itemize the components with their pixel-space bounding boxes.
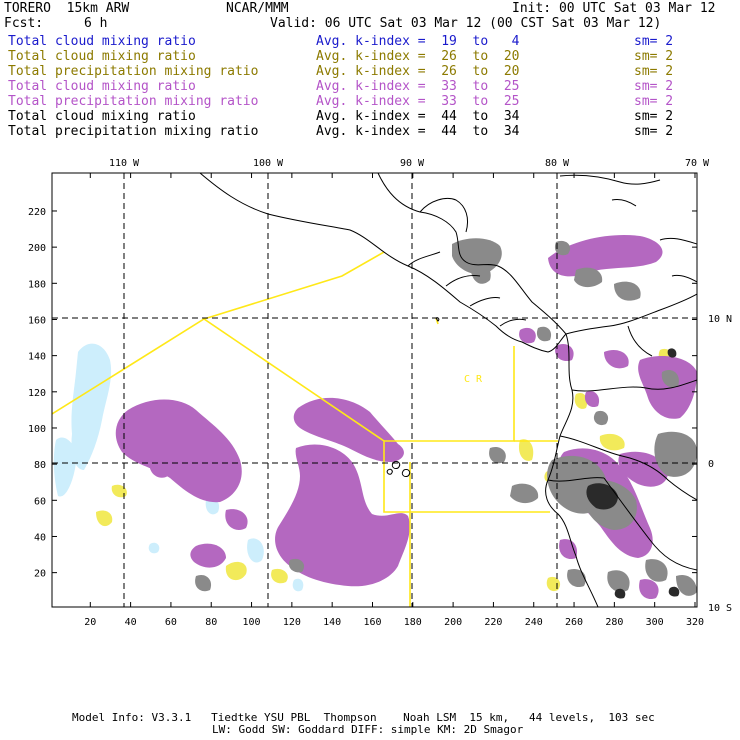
legend-kindex: Avg. k-index = 44 to 34: [316, 109, 520, 124]
y-tick-label: 100: [28, 424, 46, 435]
high-cloud-areas: [115, 234, 697, 600]
legend-sm: sm= 2: [634, 34, 674, 49]
latitude-label: 10 N: [708, 314, 732, 325]
axis-labels: 220 200 180 160 140 120 100 80 60 40 20 20 40 60 80 100…: [28, 158, 732, 628]
legend-kindex: Avg. k-index = 26 to 20: [316, 64, 520, 79]
y-tick-label: 20: [34, 569, 46, 580]
x-tick-label: 320: [686, 617, 704, 628]
axis-ticks: [52, 173, 697, 607]
legend-kindex: Avg. k-index = 33 to 25: [316, 94, 520, 109]
legend-sm: sm= 2: [634, 124, 674, 139]
legend-sm: sm= 2: [634, 64, 674, 79]
legend-field: Total cloud mixing ratio: [8, 79, 196, 94]
legend-sm: sm= 2: [634, 109, 674, 124]
legend-field: Total precipitation mixing ratio: [8, 64, 259, 79]
legend-kindex: Avg. k-index = 19 to 4: [316, 34, 520, 49]
y-tick-label: 80: [34, 460, 46, 471]
legend-kindex: Avg. k-index = 26 to 20: [316, 49, 520, 64]
x-tick-label: 100: [243, 617, 261, 628]
y-tick-label: 200: [28, 243, 46, 254]
longitude-label: 70 W: [685, 158, 710, 169]
longitude-label: 110 W: [109, 158, 140, 169]
longitude-label: 90 W: [400, 158, 425, 169]
model-title: TORERO 15km ARW: [4, 1, 130, 16]
legend-field: Total precipitation mixing ratio: [8, 124, 259, 139]
y-tick-label: 140: [28, 352, 46, 363]
latitude-label: 10 S: [708, 603, 732, 614]
y-tick-label: 40: [34, 532, 46, 543]
forecast-label: Fcst:: [4, 16, 44, 31]
x-tick-label: 20: [84, 617, 96, 628]
x-tick-label: 160: [363, 617, 381, 628]
legend-kindex: Avg. k-index = 33 to 25: [316, 79, 520, 94]
y-tick-label: 120: [28, 388, 46, 399]
x-tick-label: 40: [125, 617, 137, 628]
legend-sm: sm= 2: [634, 79, 674, 94]
weather-layer: [52, 173, 697, 607]
x-tick-label: 300: [646, 617, 664, 628]
x-tick-label: 140: [323, 617, 341, 628]
plot-frame: [51, 172, 698, 608]
y-tick-label: 180: [28, 279, 46, 290]
x-tick-label: 60: [165, 617, 177, 628]
legend-kindex: Avg. k-index = 44 to 34: [316, 124, 520, 139]
longitude-label: 100 W: [253, 158, 284, 169]
region-label-cr: C R: [464, 374, 483, 385]
forecast-value: 6 h: [84, 16, 108, 31]
legend-field: Total cloud mixing ratio: [8, 34, 196, 49]
legend-field: Total precipitation mixing ratio: [8, 94, 259, 109]
grid-lines: [52, 173, 697, 607]
footer-model-info: Model Info: V3.3.1 Tiedtke YSU PBL Thomp…: [72, 711, 655, 724]
x-tick-label: 80: [205, 617, 217, 628]
x-tick-label: 200: [444, 617, 462, 628]
coastlines: [199, 173, 697, 607]
low-cloud-areas: [53, 343, 304, 592]
x-tick-label: 120: [283, 617, 301, 628]
core-cloud-areas: [586, 348, 680, 599]
y-tick-label: 60: [34, 496, 46, 507]
y-tick-label: 160: [28, 315, 46, 326]
x-tick-label: 260: [565, 617, 583, 628]
x-tick-label: 180: [404, 617, 422, 628]
legend-field: Total cloud mixing ratio: [8, 49, 196, 64]
top-cloud-areas: [195, 238, 697, 596]
legend-sm: sm= 2: [634, 94, 674, 109]
legend-field: Total cloud mixing ratio: [8, 109, 196, 124]
x-tick-label: 240: [525, 617, 543, 628]
footer-physics-info: LW: Godd SW: Goddard DIFF: simple KM: 2D…: [212, 723, 524, 736]
init-time: Init: 00 UTC Sat 03 Mar 12: [512, 1, 716, 16]
latitude-label: 0: [708, 459, 714, 470]
x-tick-label: 220: [484, 617, 502, 628]
y-tick-label: 220: [28, 207, 46, 218]
eez-boundaries: [52, 251, 558, 607]
legend-sm: sm= 2: [634, 49, 674, 64]
org-label: NCAR/MMM: [226, 1, 289, 16]
valid-time: Valid: 06 UTC Sat 03 Mar 12 (00 CST Sat …: [270, 16, 662, 31]
longitude-label: 80 W: [545, 158, 570, 169]
x-tick-label: 280: [605, 617, 623, 628]
mid-cloud-areas: [96, 348, 673, 592]
